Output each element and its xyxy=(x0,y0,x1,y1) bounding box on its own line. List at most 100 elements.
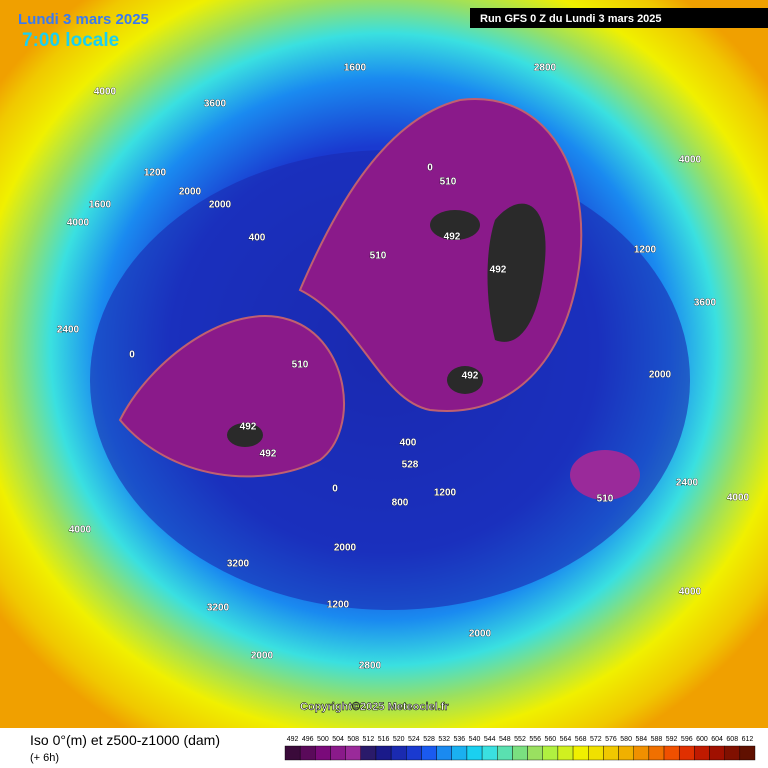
colorbar-cell xyxy=(663,745,680,761)
contour-label: 492 xyxy=(240,422,257,433)
colorbar-cell xyxy=(542,745,559,761)
colorbar-cell xyxy=(572,745,589,761)
colorbar-label: 588 xyxy=(651,736,663,743)
colorbar-label: 496 xyxy=(302,736,314,743)
contour-label: 0 xyxy=(427,163,433,174)
colorbar-cell xyxy=(360,745,377,761)
colorbar-label: 572 xyxy=(590,736,602,743)
colorbar-cell xyxy=(406,745,422,761)
colorbar-label: 548 xyxy=(499,736,511,743)
contour-label: 1600 xyxy=(89,200,112,211)
date: Lundi 3 mars 2025 xyxy=(18,11,149,28)
contour-label: 510 xyxy=(597,494,614,505)
contour-label: 2000 xyxy=(179,187,202,198)
colorbar-label: 576 xyxy=(605,736,617,743)
contour-label: 2000 xyxy=(334,543,357,554)
colorbar-label: 592 xyxy=(666,736,678,743)
colorbar-label: 596 xyxy=(681,736,693,743)
time: 7:00 locale xyxy=(22,30,119,51)
contour-label: 0 xyxy=(129,350,135,361)
colorbar-cell xyxy=(466,745,483,761)
contour-label: 492 xyxy=(260,449,277,460)
colorbar-cell xyxy=(648,745,665,761)
run-box xyxy=(470,8,768,28)
colorbar-label: 556 xyxy=(529,736,541,743)
colorbar-label: 536 xyxy=(454,736,466,743)
colorbar-cell xyxy=(527,745,543,761)
colorbar-label: 512 xyxy=(363,736,375,743)
contour-label: 800 xyxy=(392,498,409,509)
contour-label: 4000 xyxy=(727,493,750,504)
copyright: Copyright©2025 Meteociel.fr xyxy=(300,701,449,713)
colorbar-label: 540 xyxy=(469,736,481,743)
contour-label: 4000 xyxy=(69,525,92,536)
contour-label: 4000 xyxy=(679,587,702,598)
contour-label: 2000 xyxy=(209,200,232,211)
colorbar-cell xyxy=(481,745,498,761)
colorbar-cell xyxy=(618,745,634,761)
colorbar-label: 612 xyxy=(742,736,754,743)
run: Run GFS 0 Z du Lundi 3 mars 2025 xyxy=(480,13,662,25)
colorbar-cell xyxy=(375,745,392,761)
colorbar-cell xyxy=(284,745,301,761)
colorbar-cell xyxy=(345,745,362,761)
colorbar-cell xyxy=(436,745,452,761)
contour-label: 2000 xyxy=(251,651,274,662)
contour-label: 1200 xyxy=(634,245,657,256)
colorbar-cell xyxy=(724,745,741,761)
colorbar-cell xyxy=(603,745,619,761)
colorbar-cell xyxy=(678,745,695,761)
contour-label: 1200 xyxy=(434,488,457,499)
colorbar-label: 584 xyxy=(635,736,647,743)
colorbar-cell xyxy=(709,745,725,761)
colorbar-label: 528 xyxy=(423,736,435,743)
contour-label: 3200 xyxy=(207,603,230,614)
contour-label: 492 xyxy=(462,371,479,382)
contour-label: 3600 xyxy=(694,298,717,309)
colorbar-cell xyxy=(694,745,710,761)
contour-label: 2800 xyxy=(359,661,382,672)
colorbar-label: 580 xyxy=(620,736,632,743)
contour-label: 4000 xyxy=(94,87,117,98)
contour-label: 510 xyxy=(292,360,309,371)
contour-label: 2400 xyxy=(676,478,699,489)
contour-label: 3600 xyxy=(204,99,227,110)
colorbar-cell xyxy=(451,745,468,761)
contour-label: 528 xyxy=(402,460,419,471)
contour-label: 400 xyxy=(249,233,266,244)
field-black xyxy=(487,203,546,342)
colorbar-cell xyxy=(315,745,331,761)
colorbar-label: 604 xyxy=(711,736,723,743)
colorbar-cell xyxy=(588,745,604,761)
colorbar-label: 508 xyxy=(347,736,359,743)
field-purple xyxy=(570,450,640,500)
contour-label: 492 xyxy=(444,232,461,243)
field-black xyxy=(227,423,263,447)
colorbar-label: 600 xyxy=(696,736,708,743)
colorbar-label: 500 xyxy=(317,736,329,743)
colorbar-label: 568 xyxy=(575,736,587,743)
contour-label: 2400 xyxy=(57,325,80,336)
contour-label: 2000 xyxy=(469,629,492,640)
colorbar-label: 504 xyxy=(332,736,344,743)
colorbar-label: 552 xyxy=(514,736,526,743)
contour-label: 0 xyxy=(332,484,338,495)
colorbar-cell xyxy=(497,745,513,761)
colorbar-cell xyxy=(330,745,346,761)
colorbar-cell xyxy=(557,745,574,761)
contour-label: 400 xyxy=(400,438,417,449)
contour-label: 492 xyxy=(490,265,507,276)
contour-label: 1200 xyxy=(144,168,167,179)
colorbar-cell xyxy=(421,745,437,761)
contour-label: 4000 xyxy=(67,218,90,229)
contour-label: 2000 xyxy=(649,370,672,381)
contour-label: 2800 xyxy=(534,63,557,74)
field-purple xyxy=(118,315,345,478)
colorbar-label: 524 xyxy=(408,736,420,743)
colorbar-label: 608 xyxy=(726,736,738,743)
colorbar-label: 544 xyxy=(484,736,496,743)
colorbar-label: 516 xyxy=(378,736,390,743)
colorbar-cell xyxy=(390,745,407,761)
